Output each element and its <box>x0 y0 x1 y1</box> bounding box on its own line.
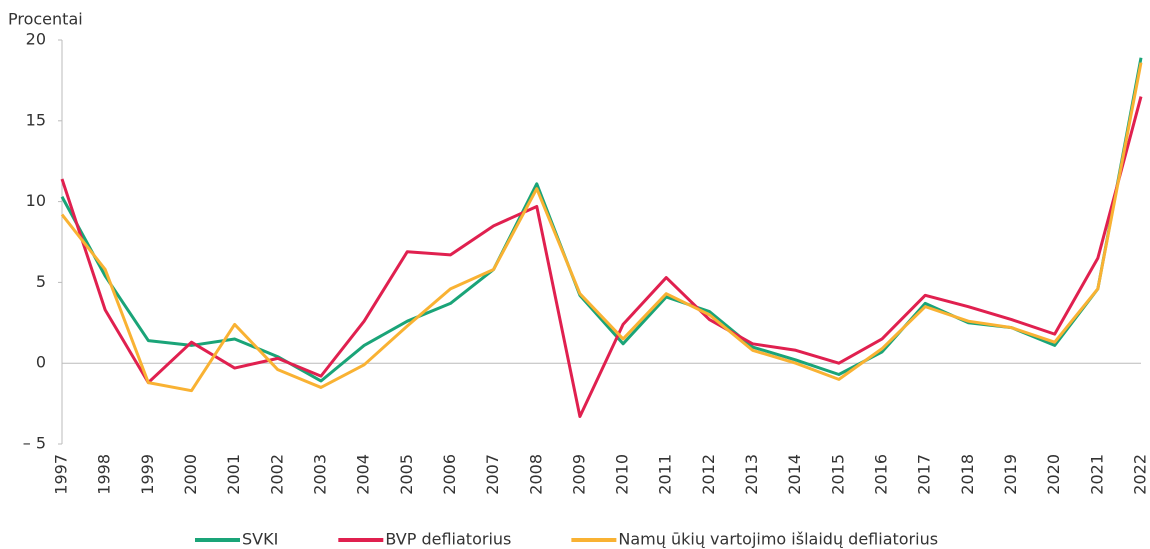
x-tick-label: 2017 <box>915 454 934 495</box>
x-tick-label: 2005 <box>397 454 416 495</box>
x-tick-label: 1999 <box>138 454 157 495</box>
line-series <box>60 57 1143 383</box>
x-tick-label: 2003 <box>310 454 329 495</box>
x-tick-label: 2016 <box>872 454 891 495</box>
x-tick-label: 2010 <box>613 454 632 495</box>
y-tick-label: 15 <box>26 110 46 129</box>
x-tick-label: 2022 <box>1131 454 1150 495</box>
x-tick-label: 2013 <box>742 454 761 495</box>
y-tick-label: 10 <box>26 191 46 210</box>
line-series <box>60 62 1143 393</box>
x-tick-label: 2014 <box>785 454 804 495</box>
x-tick-label: 2001 <box>224 454 243 495</box>
x-tick-label: 2004 <box>354 454 373 495</box>
x-tick-label: 2007 <box>483 454 502 495</box>
x-tick-label: 2019 <box>1001 454 1020 495</box>
x-tick-label: 2018 <box>958 454 977 495</box>
x-tick-label: 2011 <box>656 454 675 495</box>
x-tick-label: 2002 <box>267 454 286 495</box>
x-tick-label: 2020 <box>1044 454 1063 495</box>
y-axis-label: Procentai <box>8 10 83 29</box>
y-tick-label: 0 <box>36 353 46 372</box>
legend-label: SVKI <box>242 530 278 549</box>
x-tick-label: 2006 <box>440 454 459 495</box>
x-tick-label: 2012 <box>699 454 718 495</box>
x-tick-label: 2008 <box>526 454 545 495</box>
y-tick-label: 20 <box>26 30 46 49</box>
y-tick-label: – 5 <box>23 434 46 453</box>
x-tick-label: 2009 <box>569 454 588 495</box>
line-series <box>60 96 1143 419</box>
x-tick-label: 2021 <box>1087 454 1106 495</box>
x-tick-label: 2015 <box>828 454 847 495</box>
y-tick-label: 5 <box>36 272 46 291</box>
legend-label: BVP defliatorius <box>385 530 511 549</box>
x-tick-label: 1998 <box>95 454 114 495</box>
x-tick-label: 1997 <box>52 454 71 495</box>
legend-label: Namų ūkių vartojimo išlaidų defliatorius <box>618 530 938 549</box>
x-tick-label: 2000 <box>181 454 200 495</box>
